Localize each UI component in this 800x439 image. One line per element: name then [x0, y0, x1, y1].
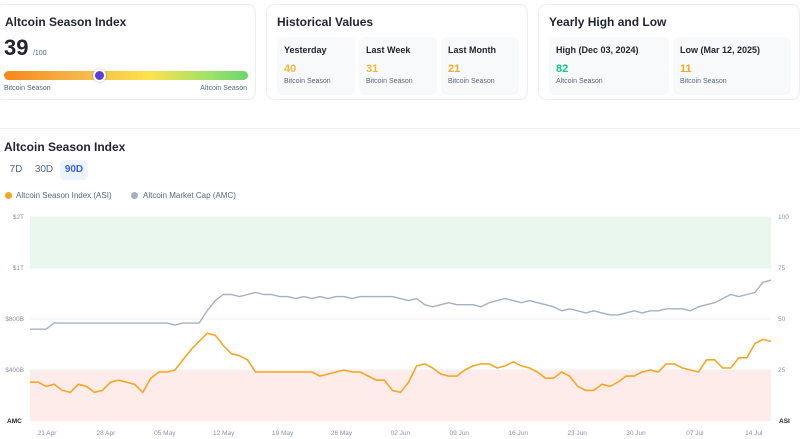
x-axis-tick: 26 May [331, 430, 353, 437]
right-axis-tick: 75 [778, 265, 786, 272]
left-axis-tick: $800B [5, 316, 24, 323]
index-summary-title: Altcoin Season Index [5, 15, 127, 29]
asi-series-line [30, 332, 772, 394]
historical-item-last-week: Last Week 31 Bitcoin Season [359, 37, 437, 95]
x-axis-tick: 12 May [213, 430, 235, 437]
bitcoin-season-band [30, 370, 771, 421]
section-divider [0, 128, 800, 129]
historical-item-label: Yesterday [284, 45, 327, 55]
historical-item-label: Last Week [366, 45, 411, 55]
right-axis-label: ASI [779, 418, 790, 425]
x-axis-tick: 21 Apr [38, 430, 58, 437]
index-value-suffix: /100 [32, 50, 47, 57]
tab-7d[interactable]: 7D [9, 164, 23, 175]
index-gradient-bar [4, 71, 248, 80]
x-axis-tick: 02 Jun [391, 430, 411, 437]
left-axis-tick: $1T [13, 265, 24, 272]
x-axis-tick: 05 May [154, 430, 176, 437]
gradient-right-label: Altcoin Season [200, 85, 247, 92]
index-marker [92, 69, 106, 82]
left-axis-tick: $400B [5, 367, 24, 374]
yearly-item-label: High (Dec 03, 2024) [556, 45, 639, 55]
yearly-item-value: 11 [680, 63, 692, 75]
historical-item-value: 21 [448, 63, 461, 75]
index-summary-card: Altcoin Season Index 39 /100 Bitcoin Sea… [0, 4, 256, 100]
right-axis-tick: 50 [778, 316, 786, 323]
historical-item-value: 31 [366, 63, 379, 75]
historical-item-last-month: Last Month 21 Bitcoin Season [441, 37, 519, 95]
historical-values-card: Historical Values Yesterday 40 Bitcoin S… [266, 4, 528, 100]
yearly-item-desc: Altcoin Season [556, 78, 603, 85]
right-axis-tick: 100 [778, 214, 789, 221]
yearly-item-value: 82 [556, 63, 569, 75]
gradient-left-label: Bitcoin Season [4, 85, 51, 92]
amc-series-line [30, 279, 772, 330]
tab-30d[interactable]: 30D [34, 164, 54, 175]
historical-item-value: 40 [284, 63, 297, 75]
historical-item-yesterday: Yesterday 40 Bitcoin Season [277, 37, 355, 95]
x-axis-tick: 19 May [272, 430, 294, 437]
x-axis-tick: 07 Jul [686, 430, 704, 437]
yearly-item-desc: Bitcoin Season [680, 78, 727, 85]
left-axis-label: AMC [7, 418, 22, 425]
legend-amc-label[interactable]: Altcoin Market Cap (AMC) [143, 191, 236, 200]
historical-item-desc: Bitcoin Season [448, 78, 495, 85]
historical-item-desc: Bitcoin Season [366, 78, 413, 85]
legend-amc-dot [131, 192, 138, 199]
historical-item-label: Last Month [448, 45, 496, 55]
x-axis-tick: 16 Jun [508, 430, 528, 437]
yearly-high-low-card: Yearly High and Low High (Dec 03, 2024) … [538, 4, 800, 100]
yearly-high-item: High (Dec 03, 2024) 82 Altcoin Season [549, 37, 669, 95]
right-axis-tick: 25 [778, 367, 786, 374]
index-value: 39 /100 [4, 35, 47, 61]
x-axis-tick: 30 Jun [626, 430, 646, 437]
x-axis-tick: 28 Apr [97, 430, 117, 437]
x-axis-tick: 14 Jul [745, 430, 763, 437]
yearly-high-low-title: Yearly High and Low [549, 15, 667, 29]
altcoin-season-band [30, 217, 771, 268]
legend-asi-dot [5, 192, 12, 199]
tab-90d[interactable]: 90D [60, 160, 88, 180]
x-axis-tick: 23 Jun [567, 430, 587, 437]
chart-section-title: Altcoin Season Index [4, 140, 126, 154]
x-axis-tick: 09 Jun [450, 430, 470, 437]
historical-values-title: Historical Values [277, 15, 374, 29]
yearly-low-item: Low (Mar 12, 2025) 11 Bitcoin Season [673, 37, 791, 95]
left-axis-tick: $2T [13, 214, 24, 221]
yearly-item-label: Low (Mar 12, 2025) [680, 45, 761, 55]
index-value-number: 39 [4, 35, 29, 60]
legend-asi-label[interactable]: Altcoin Season Index (ASI) [16, 191, 112, 200]
historical-item-desc: Bitcoin Season [284, 78, 331, 85]
